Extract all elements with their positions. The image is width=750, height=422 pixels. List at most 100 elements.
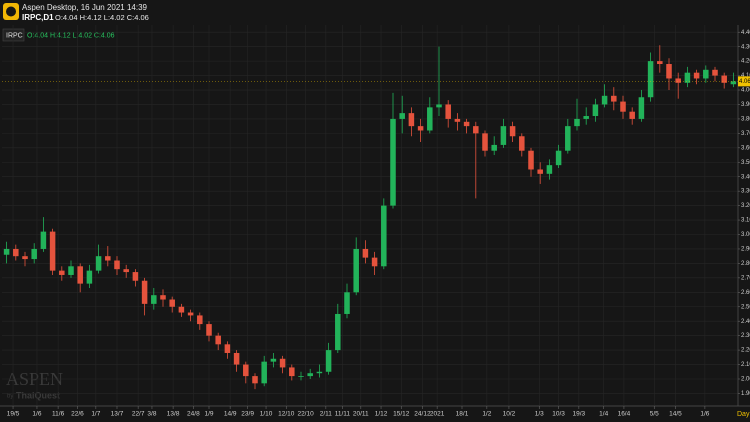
candle-body	[583, 116, 589, 119]
y-tick-label: 3.70	[741, 131, 750, 137]
y-tick-label: 3.90	[741, 102, 750, 108]
x-tick-label: 11/11	[335, 411, 351, 418]
plot	[2, 25, 738, 405]
candle-body	[500, 126, 507, 145]
symbol: IRPC,D1	[22, 13, 54, 22]
x-tick-label: 1/4	[599, 411, 608, 418]
candle-body	[40, 231, 47, 249]
candle-body	[362, 248, 369, 258]
logo-mark	[6, 6, 16, 17]
candle-body	[647, 61, 654, 98]
x-tick-label: 18/1	[456, 411, 469, 418]
candle-body	[335, 313, 341, 351]
candle-body	[160, 295, 166, 300]
candle-body	[620, 101, 626, 112]
candle-body	[243, 364, 249, 377]
watermark-by: by	[7, 394, 13, 400]
candle-body	[206, 324, 212, 336]
candle-body	[555, 150, 562, 166]
y-tick-label: 3.10	[741, 218, 750, 224]
candle-body	[592, 104, 599, 117]
x-tick-label: 19/3	[573, 411, 586, 418]
y-tick-label: 2.30	[741, 333, 750, 339]
candle-body	[77, 266, 83, 284]
candle-body	[666, 64, 672, 79]
candle-body	[197, 315, 203, 325]
candle-body	[13, 248, 19, 257]
x-tick-label: 1/10	[260, 411, 273, 418]
y-tick-label: 3.60	[741, 145, 750, 151]
x-tick-label: 23/9	[241, 411, 254, 418]
candle-body	[657, 61, 663, 65]
y-tick-label: 4.00	[741, 88, 750, 94]
candle-body	[381, 205, 387, 267]
x-tick-label: 3/8	[147, 411, 156, 418]
legend-symbol: IRPC	[6, 32, 23, 39]
candle-body	[537, 169, 543, 174]
candle-body	[252, 376, 258, 384]
watermark-company: ThaiQuest	[16, 390, 60, 400]
y-tick-label: 3.20	[741, 203, 750, 209]
candle-body	[270, 358, 277, 362]
candle-body	[611, 95, 617, 102]
x-tick-label: 14/5	[669, 411, 682, 418]
candle-body	[574, 118, 580, 127]
x-tick-label: 1/6	[700, 411, 709, 418]
last-price-label: 4.06	[739, 79, 750, 85]
last-price-box	[738, 76, 750, 87]
x-tick-label: 11/6	[52, 411, 65, 418]
y-tick-label: 4.40	[741, 30, 750, 36]
x-tick-label: 10/3	[552, 411, 565, 418]
candle-body	[463, 121, 470, 127]
candle-body	[298, 376, 304, 377]
candle-body	[215, 335, 221, 345]
x-tick-label: 20/11	[353, 411, 369, 418]
x-tick-label: 24/8	[187, 411, 200, 418]
candle-body	[224, 344, 231, 353]
y-tick-label: 2.00	[741, 377, 750, 383]
candle-body	[546, 165, 553, 174]
candle-body	[675, 78, 681, 83]
y-tick-label: 3.30	[741, 189, 750, 195]
candle-body	[105, 256, 111, 261]
y-tick-label: 2.40	[741, 319, 750, 325]
candle-body	[114, 260, 120, 270]
candle-body	[473, 126, 479, 134]
candle-body	[325, 350, 332, 372]
candle-body	[454, 118, 461, 122]
candle-body	[371, 257, 378, 267]
legend-ohlc: O:4.04 H:4.12 L:4.02 C:4.06	[27, 32, 115, 39]
candle-body	[528, 150, 534, 170]
y-tick-label: 4.10	[741, 73, 750, 79]
candle-body	[187, 312, 194, 316]
candle-body	[565, 126, 571, 151]
candle-body	[399, 113, 405, 119]
candle-body	[601, 95, 608, 105]
candle-body	[86, 270, 93, 284]
x-tick-label: 12/10	[278, 411, 295, 418]
candle-body	[519, 136, 525, 151]
y-tick-label: 2.20	[741, 348, 750, 354]
candle-body	[132, 272, 139, 281]
y-tick-label: 2.50	[741, 304, 750, 310]
candle-body	[482, 133, 488, 151]
candle-body	[123, 269, 129, 273]
x-tick-label: 19/5	[7, 411, 20, 418]
candle-body	[436, 104, 442, 108]
candle-body	[712, 69, 718, 76]
candle-body	[49, 231, 56, 271]
candle-body	[638, 97, 645, 119]
candle-body	[629, 111, 635, 119]
x-tick-label: 2021	[430, 411, 445, 418]
candle-body	[151, 295, 157, 304]
candle-body	[703, 69, 709, 79]
candle-body	[721, 75, 727, 83]
y-tick-label: 4.20	[741, 59, 750, 65]
candle-body	[316, 371, 323, 374]
candle-body	[95, 256, 102, 271]
x-tick-label: 13/7	[111, 411, 124, 418]
candle-body	[261, 361, 267, 384]
x-tick-label: 13/8	[167, 411, 180, 418]
x-tick-label: 1/2	[482, 411, 491, 418]
